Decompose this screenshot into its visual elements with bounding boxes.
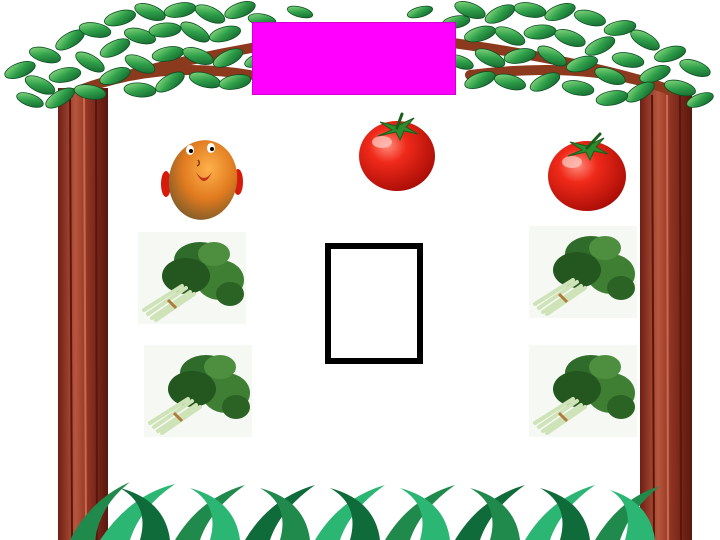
right-tree-trunk	[640, 88, 692, 540]
spinach-icon	[529, 345, 637, 437]
left-tree-trunk	[58, 88, 108, 540]
title-banner	[252, 22, 456, 95]
potato-icon	[161, 140, 243, 220]
empty-answer-box[interactable]	[325, 243, 423, 364]
spinach-icon	[529, 226, 637, 318]
tomato-icon	[359, 112, 435, 191]
grass-border	[70, 482, 660, 540]
tomato-icon	[548, 132, 626, 211]
spinach-icon	[138, 232, 246, 324]
spinach-icon	[144, 345, 252, 437]
tree-canopy	[4, 1, 714, 109]
